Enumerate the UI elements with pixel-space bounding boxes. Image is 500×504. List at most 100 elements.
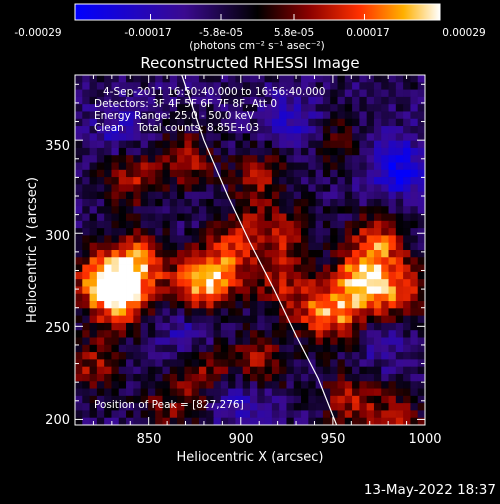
heatmap-cell [373,264,382,273]
heatmap-cell [162,257,171,265]
heatmap-cell [184,111,193,120]
heatmap-cell [140,330,149,338]
heatmap-cell [395,126,404,134]
heatmap-cell [366,206,375,214]
heatmap-cell [162,373,171,382]
heatmap-cell [133,126,142,134]
heatmap-cell [111,337,120,346]
heatmap-cell [366,359,375,368]
heatmap-cell [206,206,214,214]
heatmap-cell [264,147,273,156]
heatmap-cell [315,96,324,105]
heatmap-cell [410,191,419,200]
heatmap-cell [191,264,200,273]
heatmap-cell [344,250,353,258]
heatmap-cell [344,388,353,397]
heatmap-cell [155,344,163,353]
heatmap-cell [96,330,105,338]
heatmap-cell [381,352,389,360]
heatmap-cell [155,155,163,163]
heatmap-cell [395,198,404,207]
heatmap-cell [373,133,382,142]
heatmap-cell [301,337,309,346]
heatmap-cell [206,257,214,265]
heatmap-cell [352,213,360,222]
heatmap-cell [184,315,193,324]
heatmap-cell [381,162,389,171]
heatmap-cell [337,235,346,244]
heatmap-cell [271,257,280,265]
heatmap-cell [301,257,309,265]
heatmap-cell [279,344,287,353]
heatmap-cell [177,75,185,83]
heatmap-cell [395,169,404,178]
heatmap-cell [235,388,244,397]
heatmap-cell [198,220,207,229]
heatmap-cell [359,395,368,404]
heatmap-cell [257,111,265,120]
heatmap-cell [162,206,171,214]
heatmap-cell [96,301,105,309]
heatmap-cell [395,242,404,251]
heatmap-cell [366,337,375,346]
heatmap-cell [271,155,280,163]
heatmap-cell [104,337,112,346]
heatmap-cell [257,373,265,382]
heatmap-cell [235,352,244,360]
heatmap-cell [169,242,178,251]
heatmap-cell [366,271,375,280]
heatmap-cell [191,257,200,265]
heatmap-cell [359,89,368,98]
heatmap-cell [279,293,287,302]
heatmap-cell [301,373,309,382]
heatmap-cell [147,410,156,419]
heatmap-cell [337,301,346,309]
heatmap-cell [308,75,317,83]
heatmap-cell [403,126,411,134]
heatmap-cell [235,417,244,425]
heatmap-cell [162,82,171,90]
heatmap-cell [264,191,273,200]
heatmap-cell [293,337,302,346]
heatmap-cell [89,410,98,419]
heatmap-cell [184,242,193,251]
heatmap-cell [140,352,149,360]
heatmap-cell [308,228,317,236]
heatmap-cell [206,133,214,142]
heatmap-cell [308,381,317,389]
heatmap-cell [264,96,273,105]
heatmap-cell [344,257,353,265]
heatmap-cell [242,206,251,214]
heatmap-cell [352,250,360,258]
heatmap-cell [162,315,171,324]
heatmap-cell [75,162,83,171]
heatmap-cell [417,308,425,317]
heatmap-cell [417,104,425,112]
heatmap-cell [206,213,214,222]
heatmap-cell [395,235,404,244]
heatmap-cell [206,286,214,295]
heatmap-cell [220,235,229,244]
heatmap-cell [177,315,185,324]
heatmap-cell [366,104,375,112]
heatmap-cell [235,89,244,98]
heatmap-cell [403,315,411,324]
heatmap-cell [177,373,185,382]
heatmap-cell [213,257,222,265]
heatmap-cell [322,359,331,368]
heatmap-cell [388,177,397,185]
heatmap-cell [96,381,105,389]
heatmap-cell [330,322,338,331]
heatmap-cell [279,271,287,280]
heatmap-cell [198,344,207,353]
heatmap-cell [359,381,368,389]
heatmap-cell [242,417,251,425]
heatmap-cell [352,82,360,90]
heatmap-cell [184,184,193,193]
heatmap-cell [271,417,280,425]
heatmap-cell [250,250,258,258]
heatmap-cell [366,235,375,244]
x-axis-label: Heliocentric X (arcsec) [177,450,324,465]
heatmap-cell [410,162,419,171]
heatmap-cell [213,140,222,149]
